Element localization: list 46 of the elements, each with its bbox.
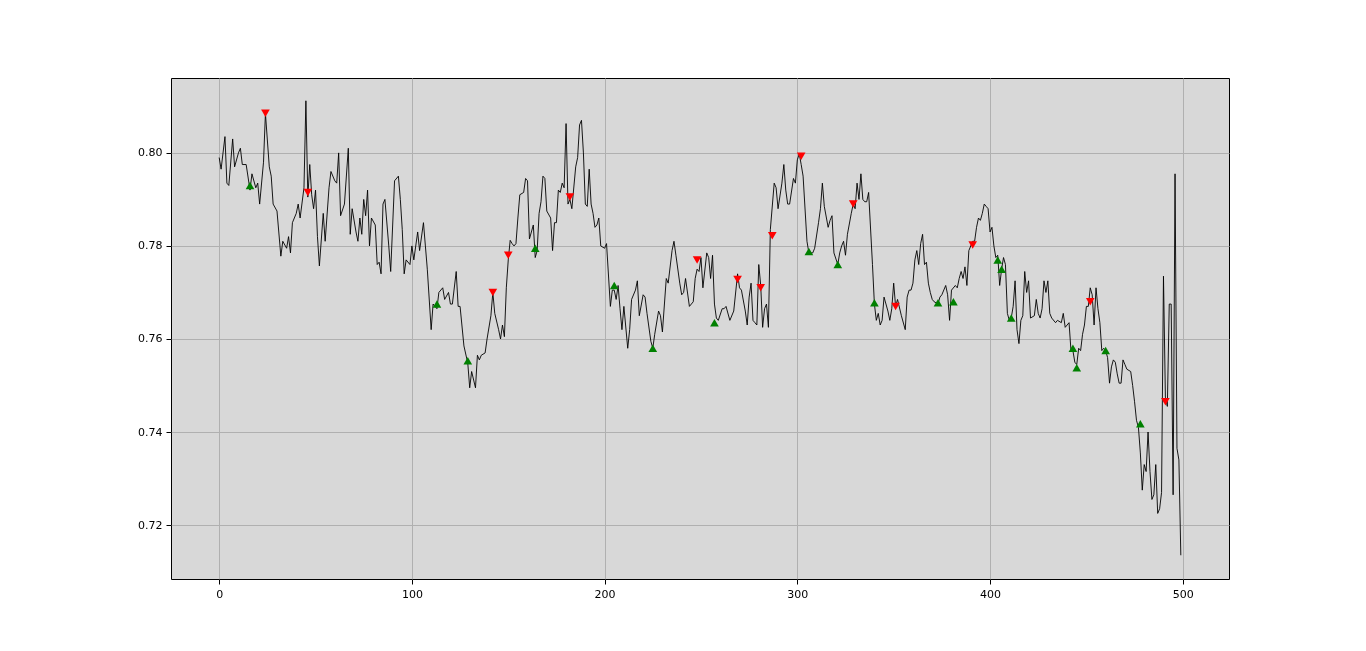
point bbox=[1006, 314, 1016, 322]
point bbox=[692, 256, 702, 264]
point bbox=[796, 152, 806, 160]
point bbox=[303, 188, 313, 197]
point bbox=[933, 298, 943, 307]
x-tick-label: 400 bbox=[980, 587, 1002, 601]
point bbox=[609, 281, 619, 290]
point bbox=[1161, 398, 1170, 406]
point bbox=[488, 288, 498, 297]
point bbox=[1136, 419, 1145, 428]
point bbox=[891, 302, 900, 311]
y-tick-label: 0.78 bbox=[138, 239, 163, 253]
point bbox=[1068, 344, 1078, 353]
point bbox=[870, 298, 879, 307]
x-tick-label: 100 bbox=[401, 587, 423, 601]
point bbox=[968, 241, 978, 249]
point bbox=[503, 251, 513, 259]
y-tick-label: 0.76 bbox=[138, 332, 163, 346]
point bbox=[1072, 364, 1082, 372]
x-tick-label: 0 bbox=[216, 587, 224, 601]
y-tick-label: 0.72 bbox=[138, 518, 163, 532]
point bbox=[848, 200, 858, 208]
point bbox=[1085, 298, 1095, 306]
y-tick-label: 0.80 bbox=[138, 146, 163, 160]
point bbox=[756, 284, 766, 292]
x-tick-label: 200 bbox=[594, 587, 616, 601]
point bbox=[997, 265, 1006, 273]
point bbox=[648, 344, 658, 353]
point bbox=[733, 275, 742, 284]
point bbox=[1101, 346, 1110, 355]
point bbox=[432, 300, 442, 308]
point bbox=[565, 193, 575, 201]
point bbox=[804, 247, 814, 256]
point bbox=[261, 109, 270, 118]
point bbox=[767, 231, 777, 240]
point bbox=[710, 318, 719, 327]
point bbox=[245, 181, 255, 190]
point bbox=[949, 298, 958, 306]
point bbox=[530, 244, 540, 253]
x-tick-label: 300 bbox=[787, 587, 809, 601]
point bbox=[833, 260, 843, 269]
point bbox=[463, 357, 473, 365]
point bbox=[993, 256, 1003, 264]
y-tick-label: 0.74 bbox=[138, 425, 163, 439]
x-tick-label: 500 bbox=[1172, 587, 1194, 601]
line-series bbox=[218, 100, 1182, 556]
